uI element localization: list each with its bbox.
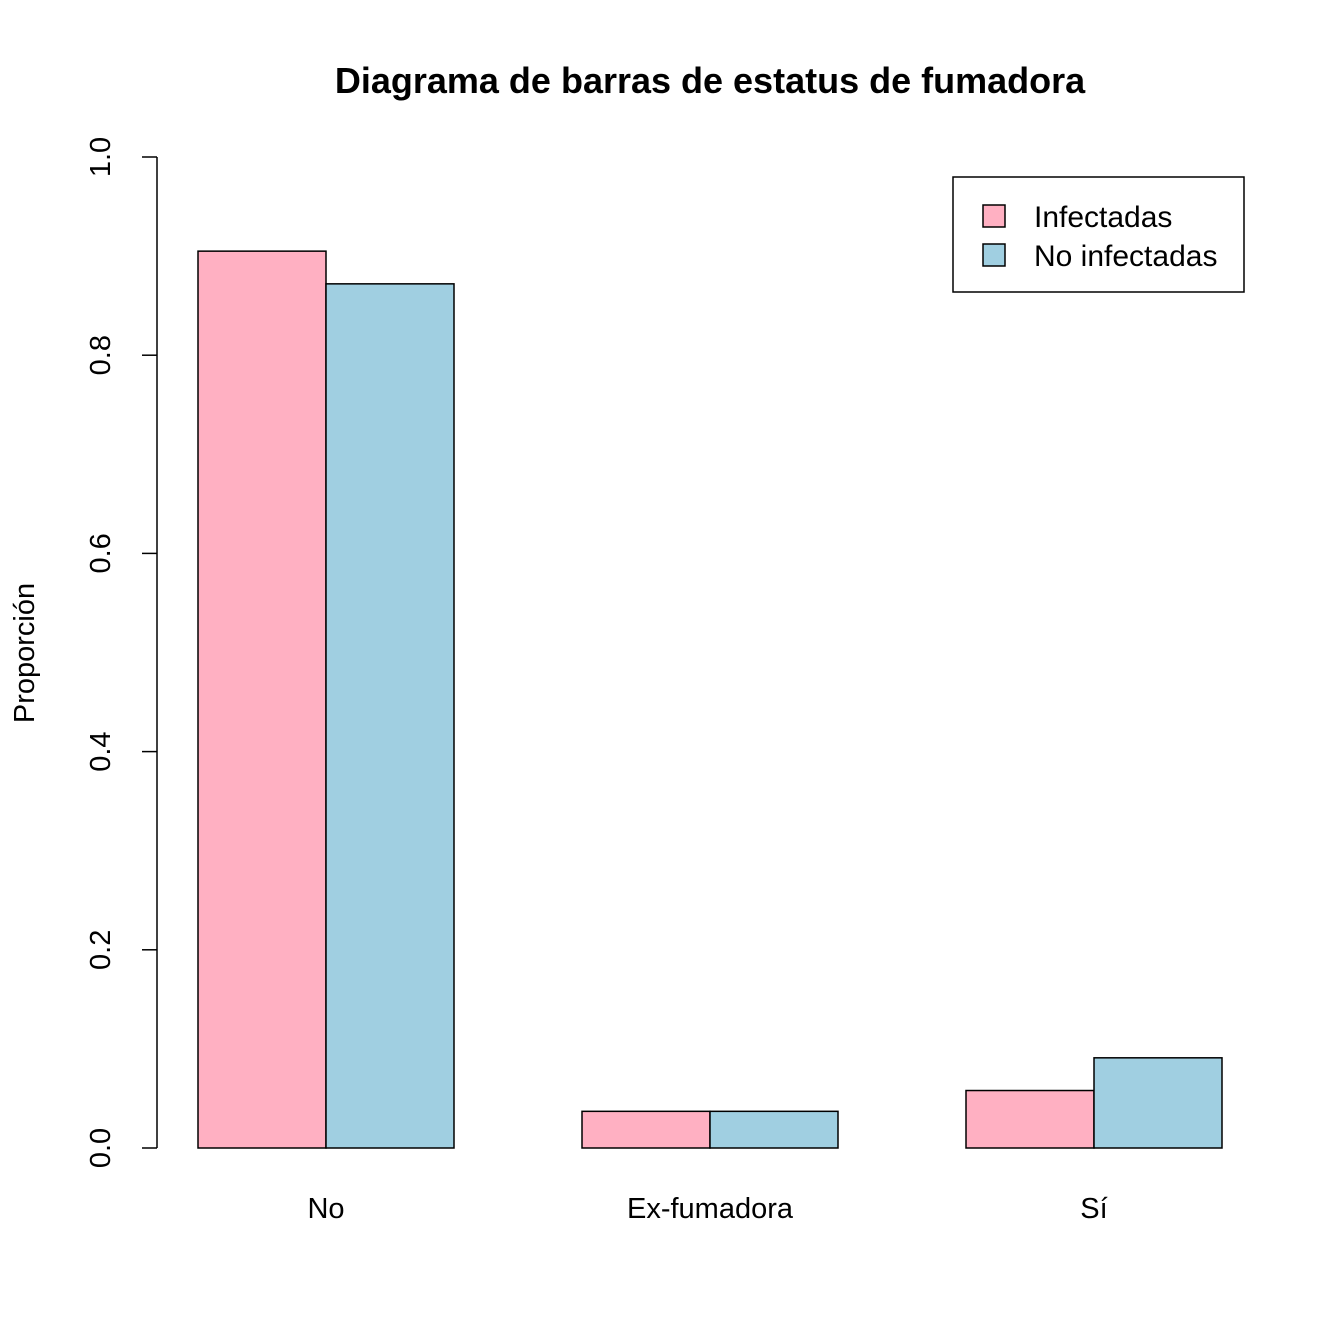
bar-no-infectadas-2 bbox=[1093, 1057, 1223, 1149]
y-tick-label: 1.0 bbox=[85, 137, 117, 177]
y-tick-label: 0.8 bbox=[85, 335, 117, 375]
bar-no-infectadas-1 bbox=[709, 1110, 839, 1149]
legend-box bbox=[952, 176, 1245, 293]
bar-infectadas-0 bbox=[197, 250, 327, 1149]
legend-items: Infectadas No infectadas bbox=[982, 201, 1217, 273]
legend-label: No infectadas bbox=[1034, 240, 1217, 273]
bars-group bbox=[197, 250, 1223, 1149]
y-tick-label: 0.0 bbox=[85, 1128, 117, 1168]
x-axis-labels: No Ex-fumadora Sí bbox=[307, 1193, 1107, 1225]
y-axis-label: Proporción bbox=[9, 583, 41, 723]
legend: Infectadas No infectadas bbox=[952, 176, 1245, 293]
bar-infectadas-2 bbox=[965, 1089, 1095, 1149]
y-tick-label: 0.6 bbox=[85, 533, 117, 573]
x-tick-label: Ex-fumadora bbox=[627, 1193, 794, 1225]
x-tick-label: Sí bbox=[1080, 1193, 1107, 1225]
y-tick-label: 0.4 bbox=[85, 731, 117, 771]
bar-no-infectadas-0 bbox=[325, 283, 455, 1149]
legend-label: Infectadas bbox=[1034, 201, 1172, 234]
x-tick-label: No bbox=[307, 1193, 344, 1225]
chart-title: Diagrama de barras de estatus de fumador… bbox=[335, 60, 1086, 101]
y-tick-label: 0.2 bbox=[85, 930, 117, 970]
legend-swatch bbox=[982, 204, 1006, 228]
y-axis: 0.0 0.2 0.4 0.6 0.8 1.0 bbox=[85, 137, 158, 1168]
bar-infectadas-1 bbox=[581, 1110, 711, 1149]
legend-swatch bbox=[982, 243, 1006, 267]
